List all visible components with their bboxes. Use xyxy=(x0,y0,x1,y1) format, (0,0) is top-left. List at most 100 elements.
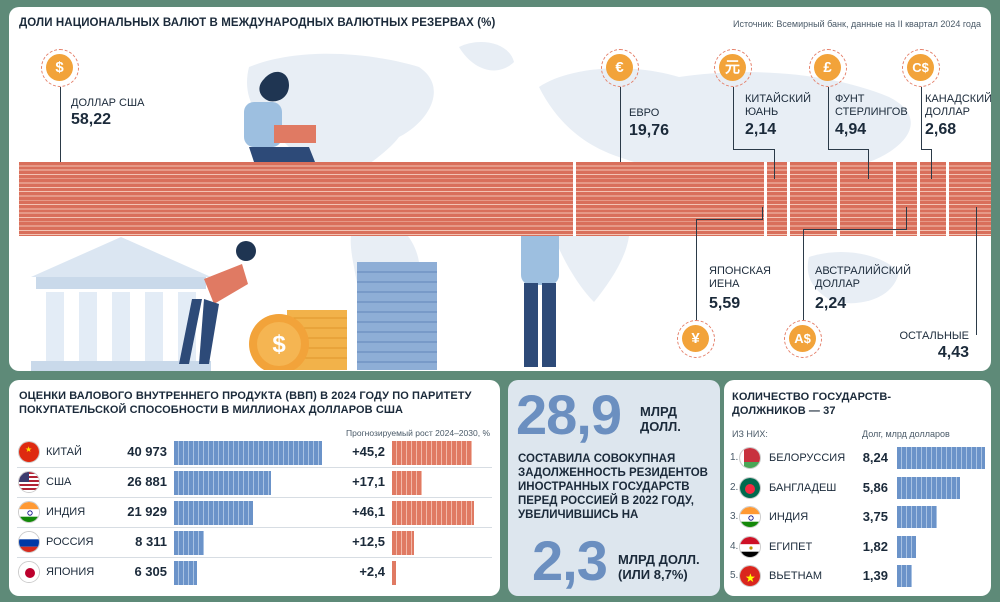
reserve-bar-yen xyxy=(839,162,894,236)
vietnam-flag-icon: ★ xyxy=(739,565,761,587)
debtor-country: ВЬЕТНАМ xyxy=(769,570,823,582)
debtor-row: 5. ★ ВЬЕТНАМ 1,39 xyxy=(724,562,991,590)
debt-increase-value: 2,3 xyxy=(532,529,608,592)
aud-leader-line xyxy=(803,229,804,320)
debtor-row: 3. ИНДИЯ 3,75 xyxy=(724,503,991,531)
dollar-leader-line xyxy=(60,87,61,162)
other-value: 4,43 xyxy=(937,344,969,361)
gdp-value: 6 305 xyxy=(134,564,167,579)
euro-label: ЕВРО xyxy=(629,107,660,119)
yuan-leader-line xyxy=(733,87,734,149)
woman-pushing-coin-illustration xyxy=(179,241,256,364)
debtor-country: ИНДИЯ xyxy=(769,511,809,523)
gdp-row-separator xyxy=(17,527,492,528)
reserves-source: Источник: Всемирный банк, данные на II к… xyxy=(732,19,981,29)
debtor-row: 2. БАНГЛАДЕШ 5,86 xyxy=(724,474,991,502)
pound-value: 4,94 xyxy=(835,121,867,138)
reserve-bar-dollar xyxy=(19,162,573,236)
belarus-flag-icon xyxy=(739,447,761,469)
russia-flag-icon xyxy=(18,531,40,553)
aud-label: АВСТРАЛИЙСКИЙ ДОЛЛАР xyxy=(815,265,911,290)
gdp-row-separator xyxy=(17,467,492,468)
cad-label: КАНАДСКИЙ ДОЛЛАР xyxy=(925,93,991,118)
debt-panel: 28,9 МЛРД ДОЛЛ. СОСТАВИЛА СОВОКУПНАЯ ЗАД… xyxy=(508,380,720,596)
yen-icon: ¥ xyxy=(677,320,715,358)
debtor-value: 1,39 xyxy=(862,568,888,583)
other-leader-line xyxy=(976,207,977,335)
gdp-growth-bar xyxy=(392,471,423,495)
euro-value: 19,76 xyxy=(629,122,670,139)
yuan-value: 2,14 xyxy=(745,121,777,138)
debtor-rank: 3. xyxy=(730,511,739,522)
debtor-rank: 4. xyxy=(730,540,739,552)
svg-text:★: ★ xyxy=(745,571,756,585)
yuan-leader-elbow xyxy=(733,149,775,150)
gdp-row-separator xyxy=(17,497,492,498)
gdp-growth-value: +2,4 xyxy=(359,564,385,579)
gdp-growth-value: +12,5 xyxy=(352,534,385,549)
gdp-country: ИНДИЯ xyxy=(46,506,86,518)
debtor-country: БЕЛОРУССИЯ xyxy=(769,452,846,464)
cad-leader-line xyxy=(921,87,922,149)
debtor-country: ЕГИПЕТ xyxy=(769,540,813,553)
yuan-icon: 元 xyxy=(714,49,752,87)
gdp-value: 8 311 xyxy=(135,534,167,549)
gdp-value: 21 929 xyxy=(127,504,167,519)
gdp-country: США xyxy=(46,476,72,488)
reserve-bar-pound xyxy=(789,162,837,236)
gdp-bar xyxy=(174,471,272,495)
debtor-rank: 2. xyxy=(730,481,739,493)
gdp-row: ИНДИЯ 21 929 +46,1 xyxy=(9,498,500,528)
usa-flag-icon xyxy=(18,471,40,493)
gdp-country: РОССИЯ xyxy=(46,536,94,548)
gdp-growth-label: Прогнозируемый рост 2024–2030, % xyxy=(346,428,490,438)
debtor-country: БАНГЛАДЕШ xyxy=(769,481,837,494)
woman-laptop-illustration xyxy=(244,71,334,203)
pound-icon: £ xyxy=(809,49,847,87)
debtor-row: 4. ЕГИПЕТ 1,82 xyxy=(724,533,991,561)
debt-description: СОСТАВИЛА СОВОКУПНАЯ ЗАДОЛЖЕННОСТЬ РЕЗИД… xyxy=(518,453,708,521)
gdp-growth-bar xyxy=(392,501,474,525)
gdp-bar xyxy=(174,441,322,465)
gdp-growth-bar xyxy=(392,531,415,555)
euro-icon: € xyxy=(601,49,639,87)
debtors-debt-label: Долг, млрд долларов xyxy=(862,429,950,439)
dollar-icon: $ xyxy=(41,49,79,87)
dollar-value: 58,22 xyxy=(71,111,112,128)
debtors-panel: КОЛИЧЕСТВО ГОСУДАРСТВ-ДОЛЖНИКОВ — 37 ИЗ … xyxy=(724,380,991,596)
gdp-bar xyxy=(174,501,254,525)
egypt-flag-icon xyxy=(739,535,761,558)
gdp-growth-bar xyxy=(392,441,473,465)
aud-icon: A$ xyxy=(784,320,822,358)
gdp-row: ЯПОНИЯ 6 305 +2,4 xyxy=(9,558,500,588)
debtors-of-them: ИЗ НИХ: xyxy=(732,429,768,439)
yen-leader-elbow xyxy=(696,219,763,220)
debtor-bar xyxy=(897,447,985,469)
gdp-title: ОЦЕНКИ ВАЛОВОГО ВНУТРЕННЕГО ПРОДУКТА (ВВ… xyxy=(19,390,472,416)
debtor-bar xyxy=(897,476,960,499)
yuan-leader-drop xyxy=(774,149,775,179)
debtor-row: 1. БЕЛОРУССИЯ 8,24 xyxy=(724,444,991,472)
yen-value: 5,59 xyxy=(709,295,741,312)
yen-label: ЯПОНСКАЯ ИЕНА xyxy=(709,265,771,290)
debtor-bar xyxy=(897,535,917,558)
gdp-bar xyxy=(174,531,205,555)
gdp-country: ЯПОНИЯ xyxy=(46,566,95,578)
india-flag-icon xyxy=(739,506,761,528)
dollar-label: ДОЛЛАР США xyxy=(71,97,145,109)
china-flag-icon: ★ xyxy=(18,441,40,463)
gdp-growth-value: +17,1 xyxy=(352,474,385,489)
debtor-bar xyxy=(897,506,938,528)
gdp-growth-bar xyxy=(392,561,397,585)
reserves-title: ДОЛИ НАЦИОНАЛЬНЫХ ВАЛЮТ В МЕЖДУНАРОДНЫХ … xyxy=(19,17,496,29)
pound-leader-line xyxy=(828,87,829,149)
gdp-growth-value: +46,1 xyxy=(352,504,385,519)
gdp-growth-value: +45,2 xyxy=(352,444,385,459)
reserve-bar-other xyxy=(948,162,991,236)
reserve-bar-aud xyxy=(896,162,918,236)
debt-big-unit: МЛРД ДОЛЛ. xyxy=(640,404,681,434)
bank-building-illustration xyxy=(31,237,211,371)
svg-text:$: $ xyxy=(272,331,286,358)
aud-value: 2,24 xyxy=(815,295,847,312)
debtor-value: 3,75 xyxy=(862,509,888,524)
